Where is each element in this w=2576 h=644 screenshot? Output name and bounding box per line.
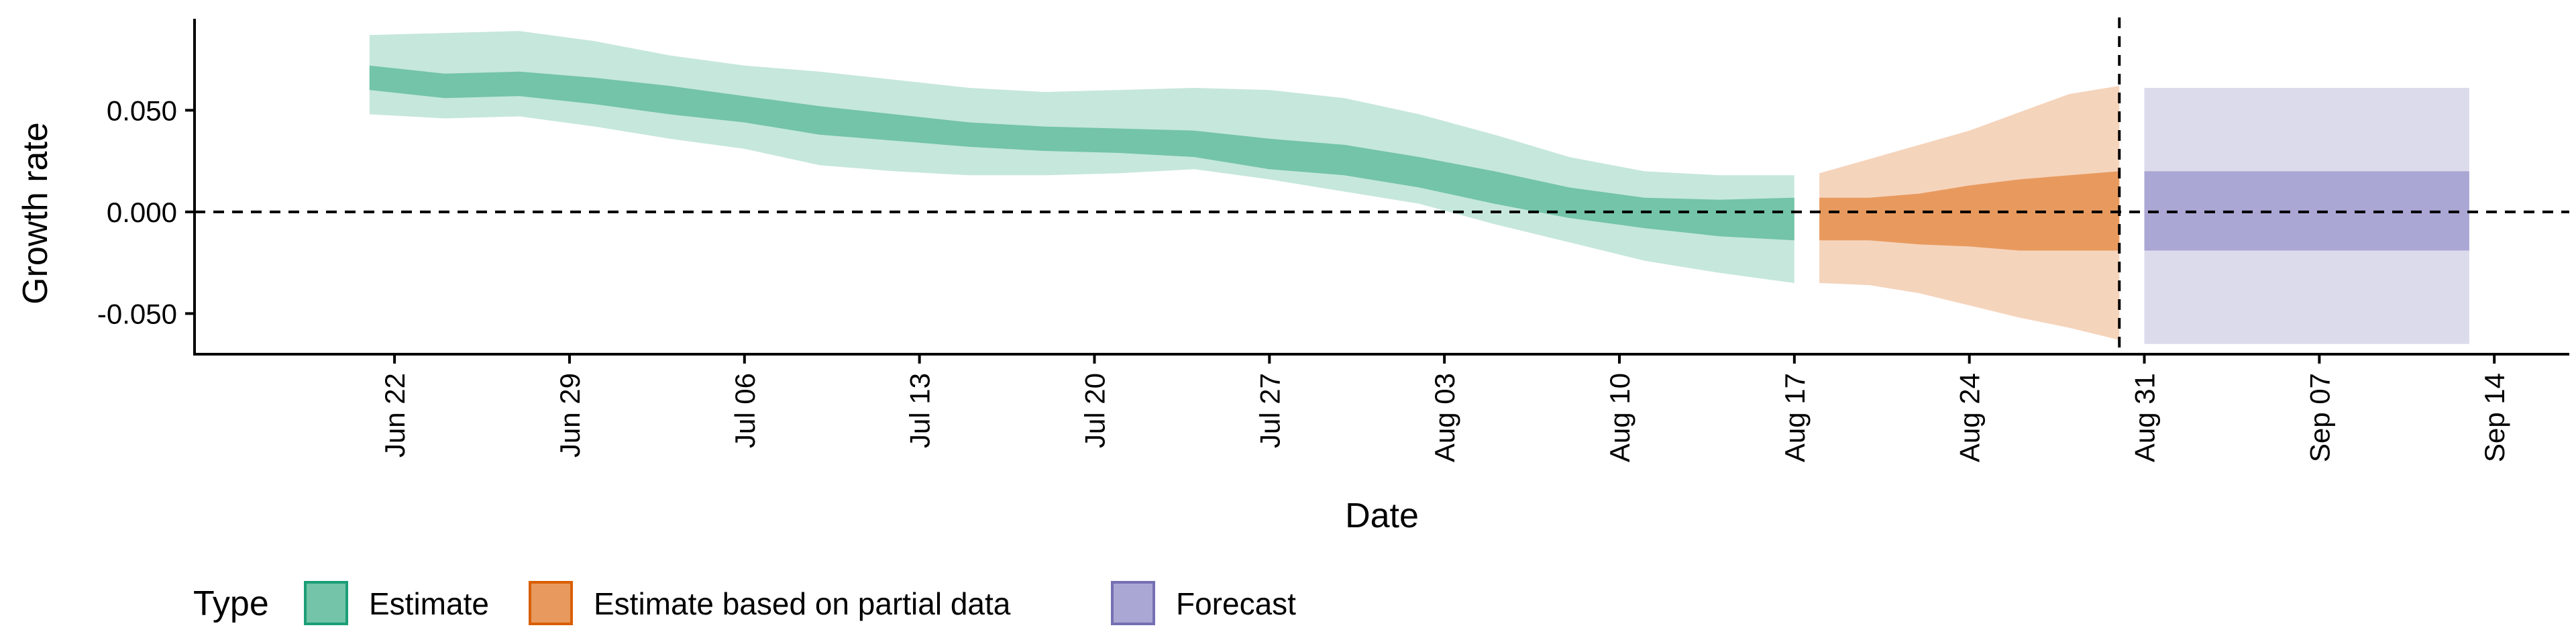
- legend-swatch: [529, 581, 573, 625]
- x-axis-ticks: Jun 22 Jun 29 Jul 06 Jul 13 Jul 20 Jul 27 Aug …: [379, 354, 2510, 462]
- y-tick-label: -0.050: [97, 298, 177, 329]
- y-tick-label: 0.050: [107, 95, 177, 126]
- y-tick-label: 0.000: [107, 197, 177, 228]
- x-tick-label: Sep 07: [2304, 373, 2335, 462]
- legend-label: Forecast: [1176, 586, 1296, 621]
- plot-area: [369, 31, 2469, 344]
- x-tick-label: Jun 22: [379, 373, 411, 458]
- x-tick-label: Aug 17: [1779, 373, 1811, 462]
- outer-interval-band: [369, 31, 1794, 283]
- x-tick-label: Sep 14: [2479, 373, 2510, 462]
- legend-label: Estimate based on partial data: [594, 586, 1011, 621]
- x-tick-label: Jun 29: [554, 373, 586, 458]
- x-tick-label: Jul 20: [1079, 373, 1111, 448]
- inner-interval-band: [369, 65, 1794, 241]
- y-axis-title: Growth rate: [16, 122, 55, 305]
- x-tick-label: Jul 13: [904, 373, 936, 448]
- legend: Type Estimate Estimate based on partial d…: [193, 581, 1296, 625]
- x-tick-label: Aug 10: [1604, 373, 1635, 462]
- x-tick-label: Jul 06: [729, 373, 761, 448]
- legend-title: Type: [193, 584, 269, 623]
- axes: [193, 19, 2569, 356]
- legend-swatch: [304, 581, 348, 625]
- x-tick-label: Aug 24: [1954, 373, 1986, 462]
- x-tick-label: Aug 31: [2129, 373, 2161, 462]
- x-axis-title: Date: [1345, 496, 1419, 535]
- legend-swatch: [1111, 581, 1155, 625]
- series-forecast: [2144, 88, 2469, 344]
- x-tick-label: Jul 27: [1254, 373, 1285, 448]
- y-axis-ticks: -0.050 0.000 0.050: [97, 95, 195, 329]
- legend-label: Estimate: [369, 586, 489, 621]
- x-tick-label: Aug 03: [1429, 373, 1460, 462]
- reference-lines: [195, 17, 2569, 354]
- series-estimate: [369, 31, 1794, 283]
